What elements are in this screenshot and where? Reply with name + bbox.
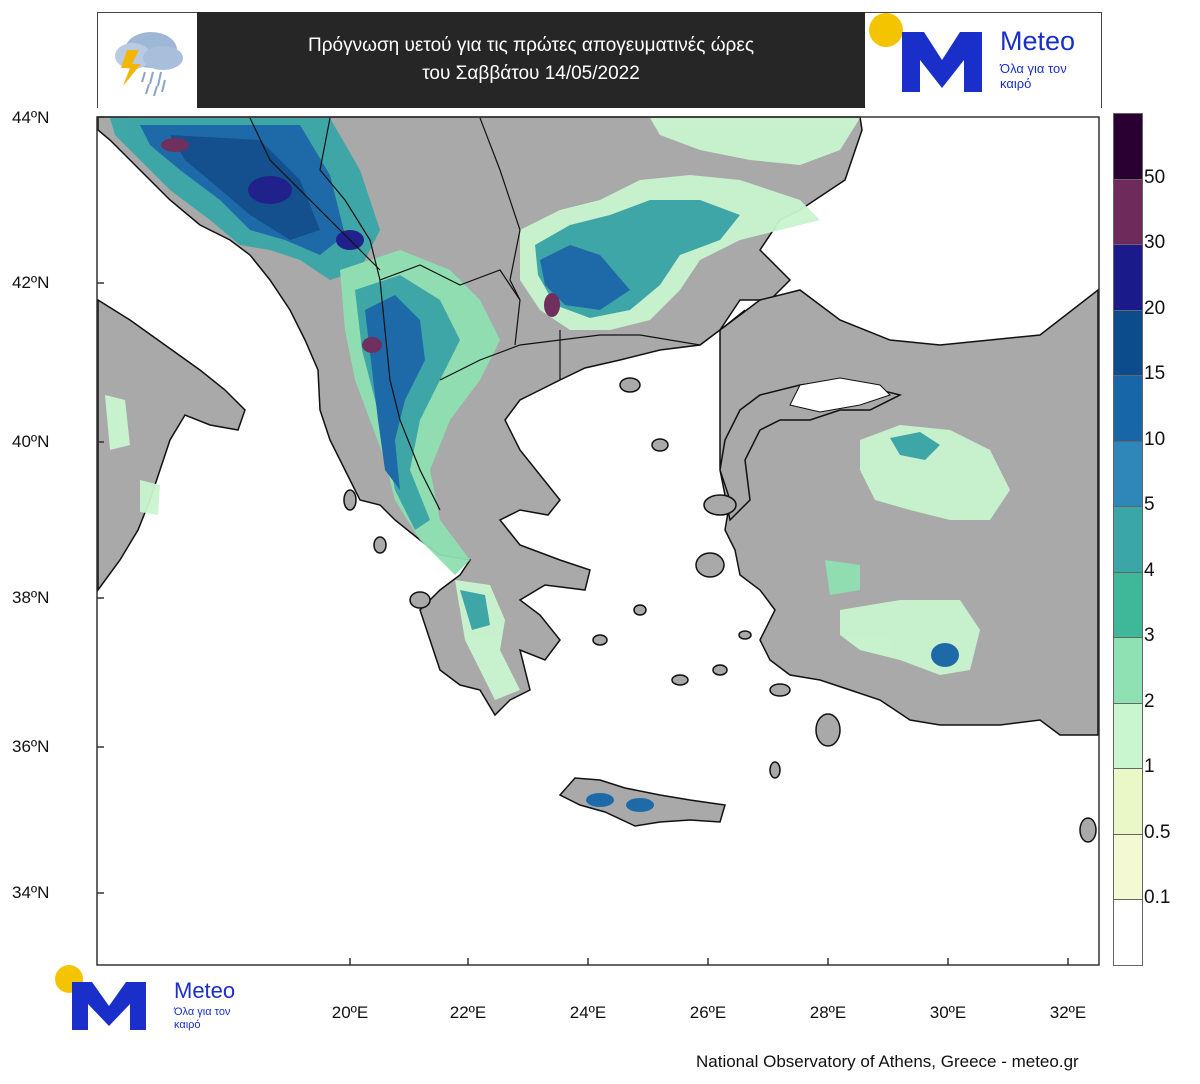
lon-label-32: 32ºE bbox=[1049, 1003, 1087, 1022]
lon-label-28: 28ºE bbox=[809, 1003, 847, 1022]
legend-swatch bbox=[1113, 178, 1143, 246]
legend-swatch bbox=[1113, 833, 1143, 901]
legend-swatch bbox=[1113, 244, 1143, 311]
legend-label: 30 bbox=[1144, 232, 1166, 254]
logo-brand: Meteo bbox=[1000, 26, 1076, 56]
legend-label: 0.1 bbox=[1144, 887, 1171, 909]
meteo-logo-top[interactable]: Meteo Όλα για τον καιρό bbox=[866, 10, 1098, 104]
legend-swatch bbox=[1113, 506, 1143, 573]
legend-swatch bbox=[1113, 637, 1143, 704]
precipitation-overlay bbox=[105, 118, 1010, 812]
legend-label: 10 bbox=[1144, 428, 1166, 450]
legend-swatch bbox=[1113, 768, 1143, 835]
legend-swatch bbox=[1113, 440, 1143, 508]
meteo-m-logo-icon bbox=[55, 965, 146, 1030]
lon-label-22: 22ºE bbox=[449, 1003, 487, 1022]
legend-swatch bbox=[1113, 571, 1143, 639]
logo-tagline-bottom: Όλα για τον καιρό bbox=[174, 1006, 231, 1031]
lat-label-42: 42ºN bbox=[12, 273, 50, 292]
logo-brand-bottom: Meteo bbox=[174, 978, 236, 1003]
lon-label-26: 26ºE bbox=[689, 1003, 727, 1022]
legend-label: 15 bbox=[1144, 363, 1166, 385]
title-line-2: του Σαββάτου 14/05/2022 bbox=[422, 63, 640, 84]
legend-swatch bbox=[1113, 309, 1143, 377]
title-line-1: Πρόγνωση υετού για τις πρώτες απογευματι… bbox=[308, 35, 754, 57]
legend-label: 2 bbox=[1144, 690, 1155, 712]
axis-ticks bbox=[97, 116, 1069, 965]
cloud-rain-lightning-icon bbox=[115, 32, 183, 97]
legend-swatch bbox=[1113, 899, 1143, 966]
map-axes bbox=[96, 116, 1100, 966]
italy-land bbox=[97, 298, 246, 593]
meteo-logo-bottom[interactable]: Meteo Όλα για τον καιρό bbox=[52, 962, 252, 1034]
logo-tagline: Όλα για τον καιρό bbox=[1000, 61, 1067, 91]
lat-label-36: 36ºN bbox=[12, 737, 50, 756]
legend-swatch bbox=[1113, 375, 1143, 442]
lat-label-38: 38ºN bbox=[12, 588, 50, 607]
lon-label-30: 30ºE bbox=[929, 1003, 967, 1022]
legend-label: 5 bbox=[1144, 494, 1155, 516]
lon-label-20: 20ºE bbox=[331, 1003, 369, 1022]
legend-label: 50 bbox=[1144, 166, 1166, 188]
lat-label-40: 40ºN bbox=[12, 432, 50, 451]
legend-swatch bbox=[1113, 113, 1143, 180]
lon-label-24: 24ºE bbox=[569, 1003, 607, 1022]
legend-label: 3 bbox=[1144, 625, 1155, 647]
legend-label: 1 bbox=[1144, 756, 1155, 778]
legend-label: 0.5 bbox=[1144, 821, 1171, 843]
legend-swatch bbox=[1113, 702, 1143, 770]
legend-label: 4 bbox=[1144, 559, 1155, 581]
map-title: Πρόγνωση υετού για τις πρώτες απογευματι… bbox=[197, 12, 865, 108]
meteo-m-logo-icon bbox=[869, 13, 982, 92]
legend-label: 20 bbox=[1144, 297, 1166, 319]
credit-text: National Observatory of Athens, Greece -… bbox=[696, 1052, 1079, 1071]
lat-label-34: 34ºN bbox=[12, 883, 50, 902]
country-borders bbox=[249, 117, 746, 511]
lat-label-44: 44ºN bbox=[12, 108, 50, 127]
